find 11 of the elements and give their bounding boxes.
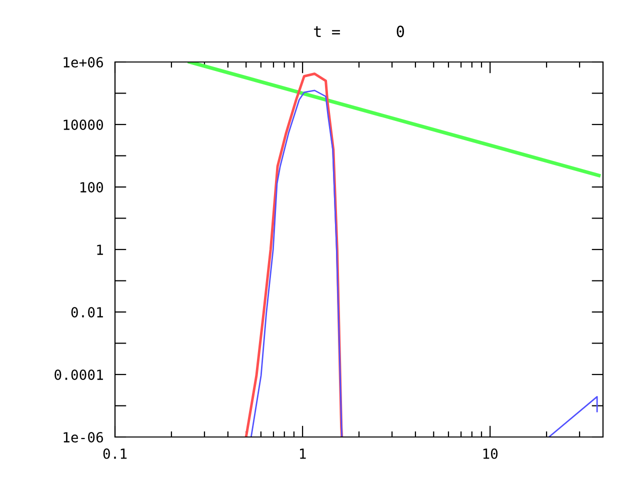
y-tick-label: 1e+06 xyxy=(64,57,103,68)
y-tick-label: 1e-06 xyxy=(64,432,103,443)
y-tick-label: 1 xyxy=(97,244,103,255)
y-tick-label: 100 xyxy=(80,182,103,193)
y-tick-label: 10000 xyxy=(64,120,103,130)
y-tick-label: 0.01 xyxy=(71,307,103,318)
y-tick-label: 0.0001 xyxy=(54,370,103,380)
x-tick-label: 0.1 xyxy=(103,448,127,459)
x-tick-label: 1 xyxy=(300,448,306,459)
x-tick-label: 10 xyxy=(483,448,498,459)
chart-title: t = 0 xyxy=(314,26,404,38)
